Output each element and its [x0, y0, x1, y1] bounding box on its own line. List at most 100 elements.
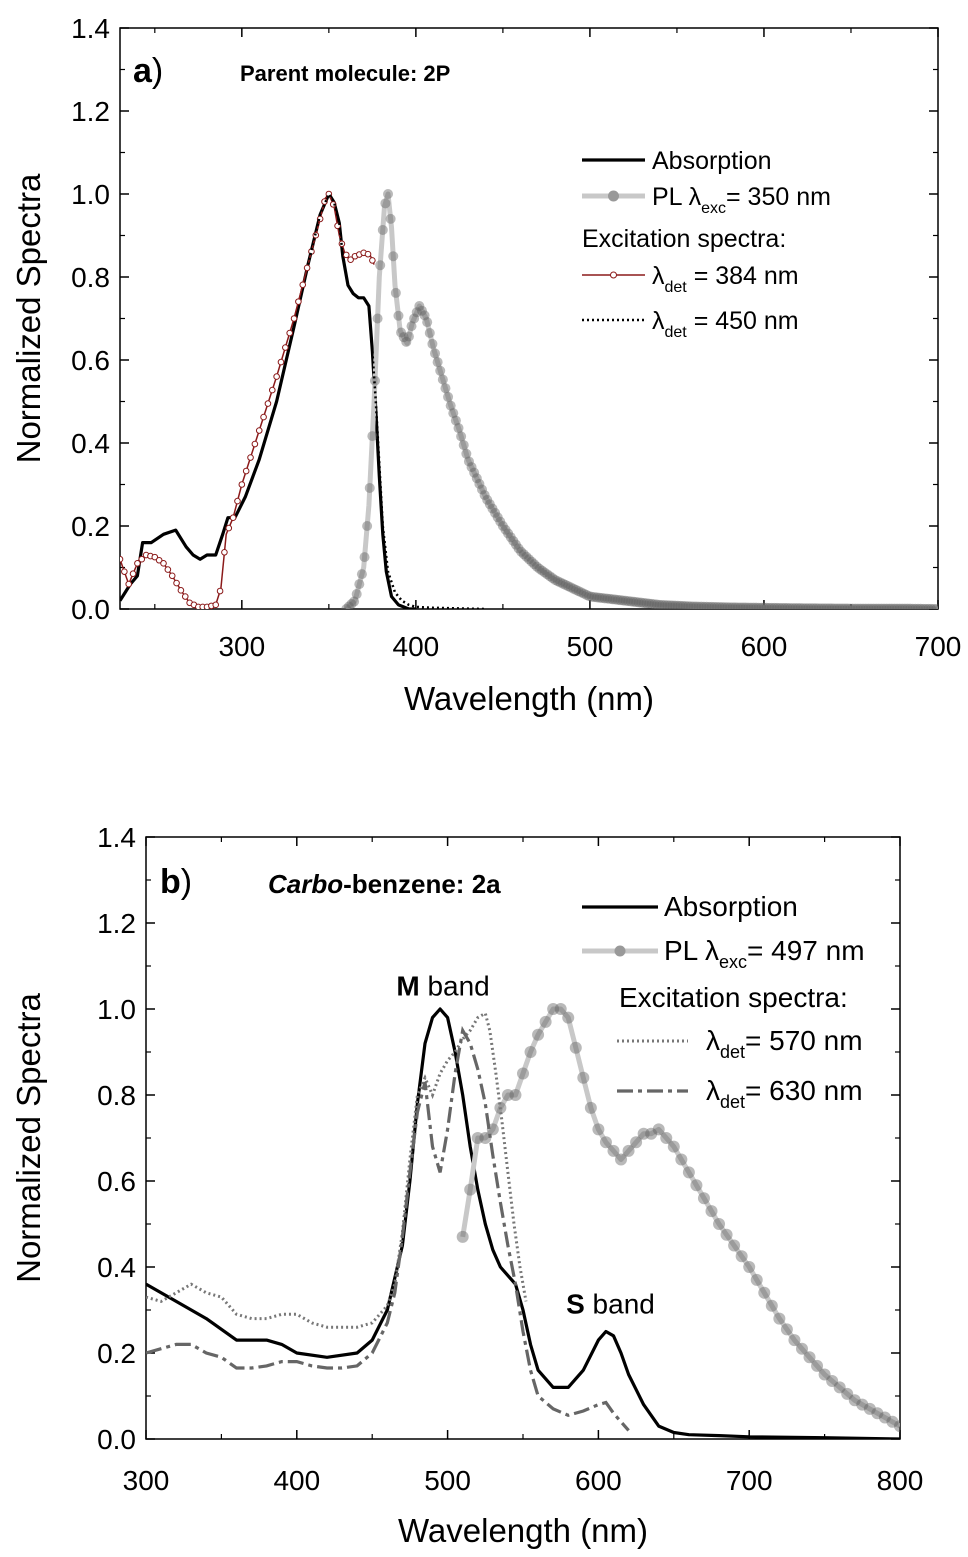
- pl-point: [390, 287, 401, 298]
- y-tick-label: 1.0: [71, 179, 110, 210]
- pl-point: [730, 602, 741, 609]
- pl-point: [620, 595, 631, 606]
- pl-point: [751, 602, 762, 609]
- pl-point: [683, 601, 694, 609]
- axis-ticks: 300 400 500 600 700 0.0 0.2 0.4 0.6 0.8 1.0 1.2 1.4: [71, 13, 961, 662]
- pl-line: [344, 191, 938, 609]
- pl-point: [414, 301, 425, 312]
- pl-point: [765, 1299, 778, 1312]
- pl-point: [756, 602, 767, 609]
- pl-point: [437, 374, 448, 385]
- pl-point: [651, 599, 662, 609]
- legend-label: λdet= 630 nm: [706, 1075, 863, 1112]
- legend-label: Absorption: [664, 891, 798, 922]
- pl-point: [839, 603, 850, 609]
- pl-point: [725, 602, 736, 609]
- pl-point: [524, 554, 534, 565]
- pl-point: [722, 602, 733, 609]
- excitation-384-point: [247, 454, 254, 461]
- pl-point: [894, 603, 905, 609]
- pl-point: [782, 603, 793, 609]
- pl-point: [660, 1132, 673, 1144]
- pl-point: [604, 593, 615, 604]
- pl-point: [856, 1398, 869, 1411]
- pl-point: [667, 1140, 680, 1153]
- x-tick-label: 300: [123, 1465, 170, 1496]
- x-tick-label: 600: [575, 1465, 622, 1496]
- pl-point: [714, 602, 725, 609]
- pl-point: [774, 602, 785, 609]
- pl-point: [788, 1334, 801, 1347]
- pl-point: [649, 599, 660, 609]
- pl-point: [464, 1183, 477, 1196]
- excitation-384-point: [155, 556, 163, 564]
- pl-point: [584, 1101, 597, 1114]
- pl-point: [918, 603, 929, 609]
- pl-point: [385, 213, 396, 224]
- pl-point: [910, 603, 921, 609]
- pl-point: [920, 603, 931, 609]
- pl-point: [879, 603, 890, 609]
- excitation-384-point: [151, 553, 159, 561]
- pl-point: [819, 603, 830, 609]
- pl-point: [482, 494, 493, 505]
- pl-point: [474, 478, 485, 489]
- x-tick-label: 400: [273, 1465, 320, 1496]
- pl-point: [518, 549, 529, 560]
- pl-point: [513, 543, 524, 554]
- pl-point: [711, 602, 722, 609]
- pl-point: [795, 1342, 808, 1355]
- excitation-384-point: [125, 580, 133, 588]
- excitation-384-point: [129, 570, 137, 578]
- excitation-384-point: [273, 373, 280, 380]
- pl-point: [652, 1123, 665, 1136]
- pl-point: [833, 1381, 846, 1394]
- pl-point: [740, 602, 751, 609]
- pl-point: [492, 512, 503, 523]
- pl-point: [728, 1239, 741, 1252]
- excitation-384-line: [120, 192, 375, 608]
- excitation-384-point: [268, 386, 276, 394]
- pl-point: [847, 603, 858, 609]
- excitation-384-point: [120, 555, 124, 563]
- pl-point: [517, 1067, 529, 1080]
- pl-point: [599, 1136, 612, 1149]
- pl-point: [544, 571, 555, 582]
- pl-point: [341, 604, 352, 609]
- pl-point: [717, 602, 728, 609]
- pl-point: [878, 1411, 891, 1424]
- y-tick-label: 0.2: [71, 511, 110, 542]
- pl-point: [829, 603, 840, 609]
- pl-point: [863, 1402, 876, 1415]
- pl-point: [743, 602, 754, 609]
- pl-point: [816, 603, 827, 609]
- excitation-384-point: [286, 329, 293, 337]
- pl-point: [876, 603, 887, 609]
- pl-point: [688, 601, 699, 609]
- pl-point: [646, 598, 657, 609]
- legend-heading: Excitation spectra:: [619, 982, 848, 1013]
- excitation-384-point: [342, 251, 350, 259]
- pl-point: [803, 603, 814, 609]
- pl-point: [469, 467, 480, 478]
- pl-point: [697, 1192, 710, 1205]
- pl-point: [720, 1228, 733, 1241]
- excitation-384-point: [225, 524, 233, 532]
- pl-point: [362, 521, 373, 531]
- pl-point: [607, 594, 618, 605]
- y-tick-label: 0.6: [71, 345, 110, 376]
- pl-point: [884, 603, 895, 609]
- pl-point: [824, 603, 835, 609]
- pl-point: [529, 559, 540, 570]
- pl-point: [560, 579, 571, 590]
- pl-point: [912, 603, 923, 609]
- pl-point: [555, 577, 566, 588]
- pl-point: [813, 603, 824, 609]
- excitation-384-point: [212, 601, 220, 609]
- excitation-384-point: [329, 201, 337, 208]
- x-tick-label: 800: [877, 1465, 924, 1496]
- pl-point: [521, 551, 532, 562]
- pl-point: [377, 224, 388, 235]
- pl-point: [800, 603, 811, 609]
- pl-point: [542, 569, 553, 580]
